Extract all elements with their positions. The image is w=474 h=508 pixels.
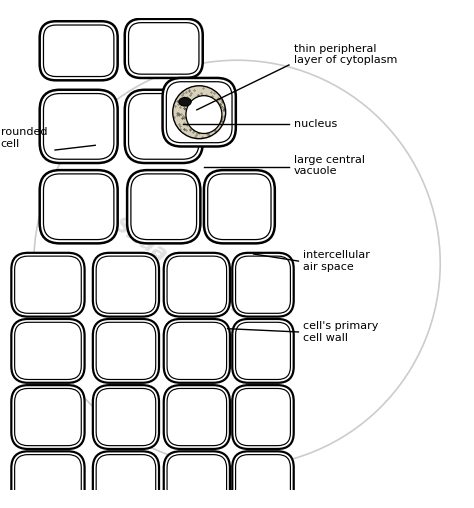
- FancyBboxPatch shape: [167, 389, 227, 446]
- Text: nucleus: nucleus: [294, 119, 337, 129]
- FancyBboxPatch shape: [125, 90, 203, 163]
- FancyBboxPatch shape: [125, 19, 203, 78]
- FancyBboxPatch shape: [232, 319, 294, 383]
- Text: thin peripheral
layer of cytoplasm: thin peripheral layer of cytoplasm: [294, 44, 397, 66]
- Text: large central
vacuole: large central vacuole: [294, 155, 365, 176]
- FancyBboxPatch shape: [96, 455, 156, 508]
- FancyBboxPatch shape: [232, 385, 294, 449]
- FancyBboxPatch shape: [96, 389, 156, 446]
- FancyBboxPatch shape: [93, 451, 159, 508]
- FancyBboxPatch shape: [128, 93, 199, 159]
- FancyBboxPatch shape: [11, 385, 84, 449]
- FancyBboxPatch shape: [167, 256, 227, 313]
- FancyBboxPatch shape: [232, 253, 294, 316]
- FancyBboxPatch shape: [167, 455, 227, 508]
- FancyBboxPatch shape: [163, 78, 236, 146]
- FancyBboxPatch shape: [96, 322, 156, 379]
- FancyBboxPatch shape: [40, 21, 118, 80]
- FancyBboxPatch shape: [236, 389, 291, 446]
- FancyBboxPatch shape: [93, 253, 159, 316]
- Ellipse shape: [173, 86, 226, 139]
- FancyBboxPatch shape: [15, 389, 81, 446]
- FancyBboxPatch shape: [44, 25, 114, 77]
- FancyBboxPatch shape: [93, 319, 159, 383]
- FancyBboxPatch shape: [166, 82, 232, 143]
- Ellipse shape: [179, 98, 191, 106]
- FancyBboxPatch shape: [167, 322, 227, 379]
- FancyBboxPatch shape: [44, 93, 114, 159]
- FancyBboxPatch shape: [96, 256, 156, 313]
- Text: cell's primary
cell wall: cell's primary cell wall: [303, 321, 379, 343]
- FancyBboxPatch shape: [164, 319, 230, 383]
- FancyBboxPatch shape: [40, 170, 118, 243]
- FancyBboxPatch shape: [93, 385, 159, 449]
- FancyBboxPatch shape: [236, 256, 291, 313]
- Text: intercellular
air space: intercellular air space: [303, 250, 370, 272]
- FancyBboxPatch shape: [236, 322, 291, 379]
- FancyBboxPatch shape: [128, 23, 199, 74]
- FancyBboxPatch shape: [208, 174, 271, 240]
- FancyBboxPatch shape: [232, 451, 294, 508]
- FancyBboxPatch shape: [15, 455, 81, 508]
- FancyBboxPatch shape: [11, 451, 84, 508]
- FancyBboxPatch shape: [164, 385, 230, 449]
- FancyBboxPatch shape: [44, 174, 114, 240]
- FancyBboxPatch shape: [164, 253, 230, 316]
- FancyBboxPatch shape: [131, 174, 197, 240]
- FancyBboxPatch shape: [40, 90, 118, 163]
- Text: rounded
cell: rounded cell: [0, 128, 47, 149]
- Ellipse shape: [186, 96, 222, 134]
- FancyBboxPatch shape: [236, 455, 291, 508]
- FancyBboxPatch shape: [164, 451, 230, 508]
- FancyBboxPatch shape: [11, 319, 84, 383]
- FancyBboxPatch shape: [15, 322, 81, 379]
- FancyBboxPatch shape: [15, 256, 81, 313]
- FancyBboxPatch shape: [11, 253, 84, 316]
- FancyBboxPatch shape: [127, 170, 201, 243]
- FancyBboxPatch shape: [204, 170, 275, 243]
- Text: Shaalaa.com: Shaalaa.com: [109, 214, 251, 322]
